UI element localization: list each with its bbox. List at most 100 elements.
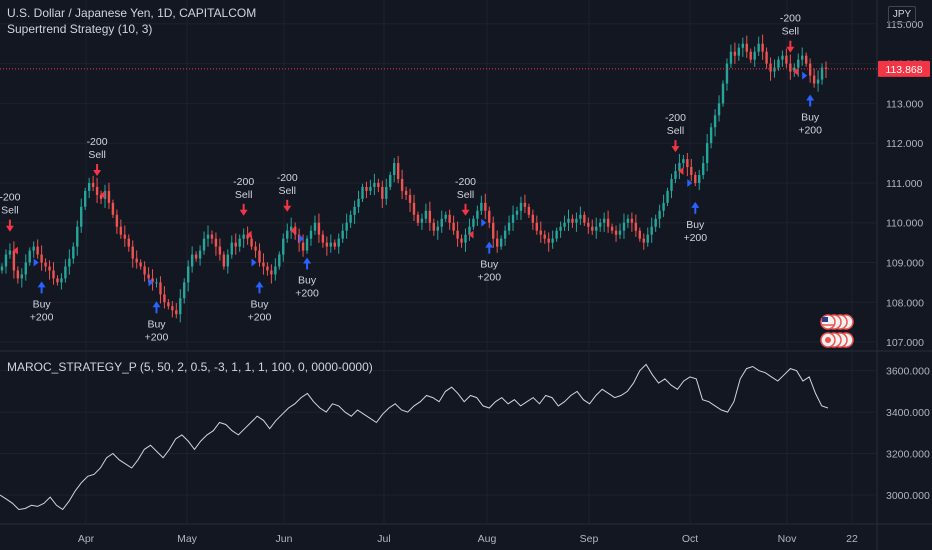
- candle-body: [115, 214, 119, 227]
- candle-body: [377, 182, 380, 187]
- candle-body: [266, 266, 269, 271]
- candle-body: [472, 218, 475, 227]
- candle-body: [591, 226, 594, 231]
- candle-body: [373, 182, 376, 187]
- x-tick-label: Apr: [78, 533, 95, 545]
- candle-body: [464, 234, 467, 243]
- candle-body: [642, 238, 645, 243]
- buy-entry-marker: [148, 278, 154, 287]
- sell-label: Sell: [1, 205, 19, 217]
- candle-body: [4, 254, 8, 267]
- candle-body: [206, 234, 210, 239]
- candle-body: [761, 43, 764, 52]
- candle-body: [563, 222, 566, 227]
- candle-body: [48, 266, 51, 271]
- candle-body: [567, 218, 570, 223]
- candle-body: [91, 182, 95, 187]
- candle-body: [218, 246, 222, 255]
- buy-qty-label: +200: [248, 311, 272, 323]
- lower-study-title[interactable]: MAROC_STRATEGY_P (5, 50, 2, 0.5, -3, 1, …: [7, 360, 373, 374]
- sell-qty-label: -200: [0, 192, 21, 204]
- sell-qty-label: -200: [455, 176, 476, 188]
- candle-body: [630, 218, 634, 223]
- candle-body: [614, 230, 618, 235]
- candle-body: [8, 250, 12, 255]
- x-tick-label: 22: [846, 533, 858, 545]
- candle-body: [408, 194, 412, 203]
- candle-body: [52, 270, 55, 279]
- us-flag-canton: [822, 317, 828, 322]
- candle-body: [179, 298, 182, 315]
- y-tick-label: 108.000: [886, 297, 924, 309]
- candle-body: [309, 230, 313, 239]
- candle-body: [729, 51, 733, 64]
- candle-body: [56, 278, 59, 283]
- candles: [0, 34, 828, 323]
- candle-body: [721, 83, 725, 104]
- candle-body: [72, 246, 75, 259]
- candle-body: [95, 186, 99, 195]
- candle-body: [28, 250, 31, 263]
- candle-body: [765, 51, 768, 64]
- candle-body: [523, 202, 527, 207]
- candle-body: [87, 182, 91, 191]
- candle-body: [488, 210, 491, 223]
- candle-body: [733, 51, 737, 56]
- candle-body: [622, 222, 626, 231]
- sell-qty-label: -200: [665, 112, 686, 124]
- candle-body: [547, 238, 550, 243]
- candle-body: [99, 194, 103, 199]
- candle-body: [139, 262, 142, 267]
- candle-body: [456, 230, 459, 239]
- candle-body: [575, 218, 578, 223]
- candle-body: [16, 270, 20, 279]
- event-badges: [820, 314, 854, 348]
- sell-label: Sell: [88, 149, 106, 161]
- candle-body: [0, 266, 4, 271]
- candle-body: [587, 222, 590, 227]
- buy-entry-marker: [299, 234, 305, 243]
- candle-body: [753, 51, 756, 60]
- candle-body: [551, 238, 554, 243]
- candle-body: [678, 163, 681, 172]
- candle-body: [777, 59, 780, 68]
- currency-badge[interactable]: JPY: [888, 6, 916, 23]
- y-tick-label: 115.000: [886, 19, 923, 31]
- candle-body: [357, 198, 360, 207]
- sell-arrow-head: [5, 225, 14, 232]
- candle-body: [507, 222, 511, 231]
- candle-body: [171, 306, 174, 311]
- candle-body: [76, 226, 79, 247]
- candle-body: [68, 258, 71, 267]
- sell-label: Sell: [667, 125, 685, 137]
- lower-y-tick-label: 3200.000: [886, 449, 930, 461]
- candle-body: [480, 202, 483, 211]
- buy-arrow-head: [37, 281, 46, 288]
- sell-entry-marker: [793, 67, 799, 76]
- candle-body: [539, 230, 542, 235]
- candle-body: [717, 103, 721, 116]
- study-title[interactable]: Supertrend Strategy (10, 3): [7, 22, 153, 36]
- sell-arrow-head: [239, 209, 248, 216]
- candle-body: [135, 258, 138, 263]
- candle-body: [83, 190, 87, 207]
- candle-body: [448, 214, 451, 223]
- candle-body: [698, 175, 701, 183]
- candle-body: [741, 43, 745, 48]
- symbol-title[interactable]: U.S. Dollar / Japanese Yen, 1D, CAPITALC…: [7, 6, 257, 20]
- candle-body: [690, 167, 693, 175]
- candle-body: [143, 266, 146, 275]
- candle-body: [278, 254, 281, 267]
- candle-body: [824, 67, 828, 69]
- candle-body: [468, 226, 471, 235]
- candle-body: [543, 234, 546, 239]
- candle-body: [40, 254, 43, 263]
- sell-arrow-head: [671, 146, 680, 153]
- candle-body: [111, 202, 115, 215]
- candle-body: [420, 218, 424, 223]
- y-tick-label: 112.000: [886, 138, 923, 150]
- candle-body: [610, 226, 614, 231]
- candle-body: [725, 63, 729, 84]
- candle-body: [559, 226, 562, 231]
